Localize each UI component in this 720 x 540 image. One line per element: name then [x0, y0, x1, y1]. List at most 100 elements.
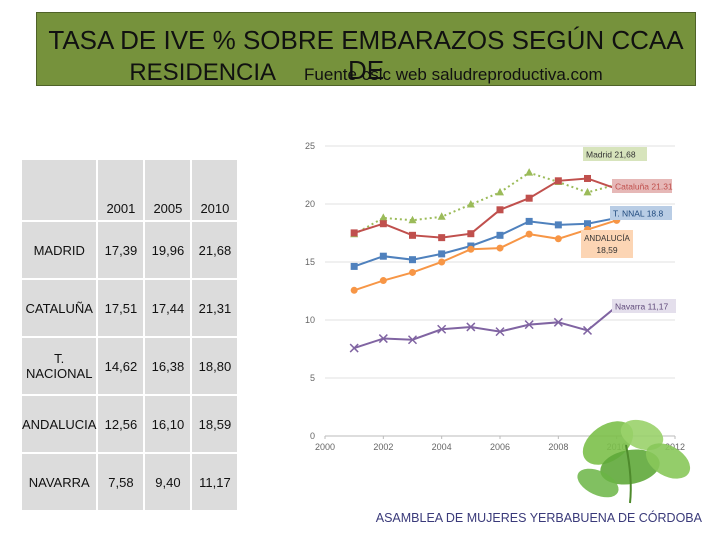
series-label-text: T. NNAL 18.8	[613, 209, 664, 219]
data-point	[466, 199, 475, 208]
data-point	[350, 286, 358, 294]
series-line	[353, 177, 618, 239]
data-point	[467, 230, 475, 238]
table-row: NAVARRA 7,58 9,40 11,17	[22, 454, 238, 510]
data-point	[437, 212, 446, 220]
table-cell: 16,10	[145, 396, 191, 452]
row-label: MADRID	[22, 222, 97, 278]
title-residencia: RESIDENCIA	[129, 59, 277, 86]
table-row: CATALUÑA 17,51 17,44 21,31	[22, 280, 238, 336]
series-label-text: 18,59	[596, 245, 618, 255]
data-point	[438, 234, 446, 242]
y-tick-label: 20	[305, 199, 315, 209]
series-label: Navarra 11,17	[612, 299, 676, 313]
data-point	[379, 277, 387, 285]
table-cell: 11,17	[192, 454, 238, 510]
year-header: 2005	[145, 160, 191, 220]
series-label-box	[610, 206, 672, 220]
series-label: T. NNAL 18.8	[610, 206, 672, 220]
data-point	[466, 322, 476, 332]
series-label-box	[612, 179, 672, 193]
data-point	[553, 317, 563, 327]
page-title: TASA DE IVE % SOBRE EMBARAZOS SEGÚN CCAA…	[48, 25, 684, 85]
table-row: ANDALUCIA 12,56 16,10 18,59	[22, 396, 238, 452]
footer-credit: ASAMBLEA DE MUJERES YERBABUENA DE CÓRDOB…	[375, 511, 702, 525]
y-tick-label: 0	[310, 431, 315, 441]
y-tick-label: 25	[305, 141, 315, 151]
table-row: MADRID 17,39 19,96 21,68	[22, 222, 238, 278]
data-point	[584, 174, 591, 182]
x-tick-label: 2008	[548, 442, 568, 452]
table-cell: 18,80	[192, 338, 238, 394]
table-cell: 21,68	[192, 222, 238, 278]
table-cell: 19,96	[145, 222, 191, 278]
table-cell: 17,51	[98, 280, 144, 336]
data-point	[409, 231, 416, 239]
data-point	[525, 194, 533, 202]
table-cell: 17,39	[98, 222, 144, 278]
data-point	[582, 325, 593, 335]
data-point	[525, 168, 534, 176]
y-tick-label: 15	[305, 257, 315, 267]
data-point	[350, 262, 358, 270]
y-tick-label: 5	[310, 373, 315, 383]
x-tick-label: 2012	[665, 442, 685, 452]
data-point	[496, 187, 504, 196]
table-header-row: 2001 2005 2010	[22, 160, 238, 220]
data-point	[525, 217, 533, 225]
y-tick-label: 10	[305, 315, 315, 325]
data-point	[554, 235, 562, 243]
data-point	[379, 220, 387, 228]
series-label-box	[612, 299, 676, 313]
table-cell: 14,62	[98, 338, 144, 394]
x-tick-label: 2006	[490, 442, 510, 452]
table-cell: 9,40	[145, 454, 191, 510]
data-point	[408, 215, 417, 224]
data-point	[379, 252, 387, 260]
data-point	[583, 187, 592, 196]
series-line	[353, 216, 617, 268]
series-label-box	[583, 147, 647, 161]
data-point	[409, 268, 416, 276]
data-point	[496, 231, 504, 239]
table-cell: 21,31	[192, 280, 238, 336]
data-point	[496, 244, 504, 252]
data-point	[378, 334, 388, 344]
row-label: ANDALUCIA	[22, 396, 97, 452]
series-label-text: Madrid 21,68	[586, 150, 636, 160]
data-point	[438, 258, 446, 266]
title-banner: TASA DE IVE % SOBRE EMBARAZOS SEGÚN CCAA…	[36, 12, 696, 86]
year-header: 2001	[98, 160, 144, 220]
source-note: Fuente csic web saludreproductiva.com	[304, 65, 603, 84]
table-cell: 17,44	[145, 280, 191, 336]
row-label: NAVARRA	[22, 454, 97, 510]
series-label-text: Navarra 11,17	[615, 302, 669, 312]
series-line	[353, 171, 617, 236]
data-point	[554, 177, 562, 185]
series-label-box	[581, 230, 633, 258]
data-point	[495, 327, 505, 337]
table-cell: 7,58	[98, 454, 144, 510]
data-point	[438, 250, 446, 258]
series-label: Cataluña 21.31	[612, 179, 673, 193]
data-point	[437, 324, 447, 334]
series-line	[353, 305, 618, 350]
table-cell: 12,56	[98, 396, 144, 452]
table-corner-cell	[22, 160, 97, 220]
series-label: Madrid 21,68	[583, 147, 647, 161]
data-point	[379, 213, 388, 221]
table-row: T. NACIONAL 14,62 16,38 18,80	[22, 338, 238, 394]
series-label-text: ANDALUCÍA	[584, 234, 630, 243]
table-cell: 18,59	[192, 396, 238, 452]
series-label: ANDALUCÍA 18,59	[581, 230, 633, 258]
row-label: CATALUÑA	[22, 280, 97, 336]
data-point	[524, 320, 534, 330]
data-point	[525, 230, 533, 238]
x-tick-label: 2000	[315, 442, 335, 452]
data-point	[584, 220, 591, 228]
series-label-text: Cataluña 21.31	[615, 182, 673, 192]
data-point	[409, 256, 416, 264]
data-point	[496, 206, 504, 214]
data-point	[554, 221, 562, 229]
year-header: 2010	[192, 160, 238, 220]
